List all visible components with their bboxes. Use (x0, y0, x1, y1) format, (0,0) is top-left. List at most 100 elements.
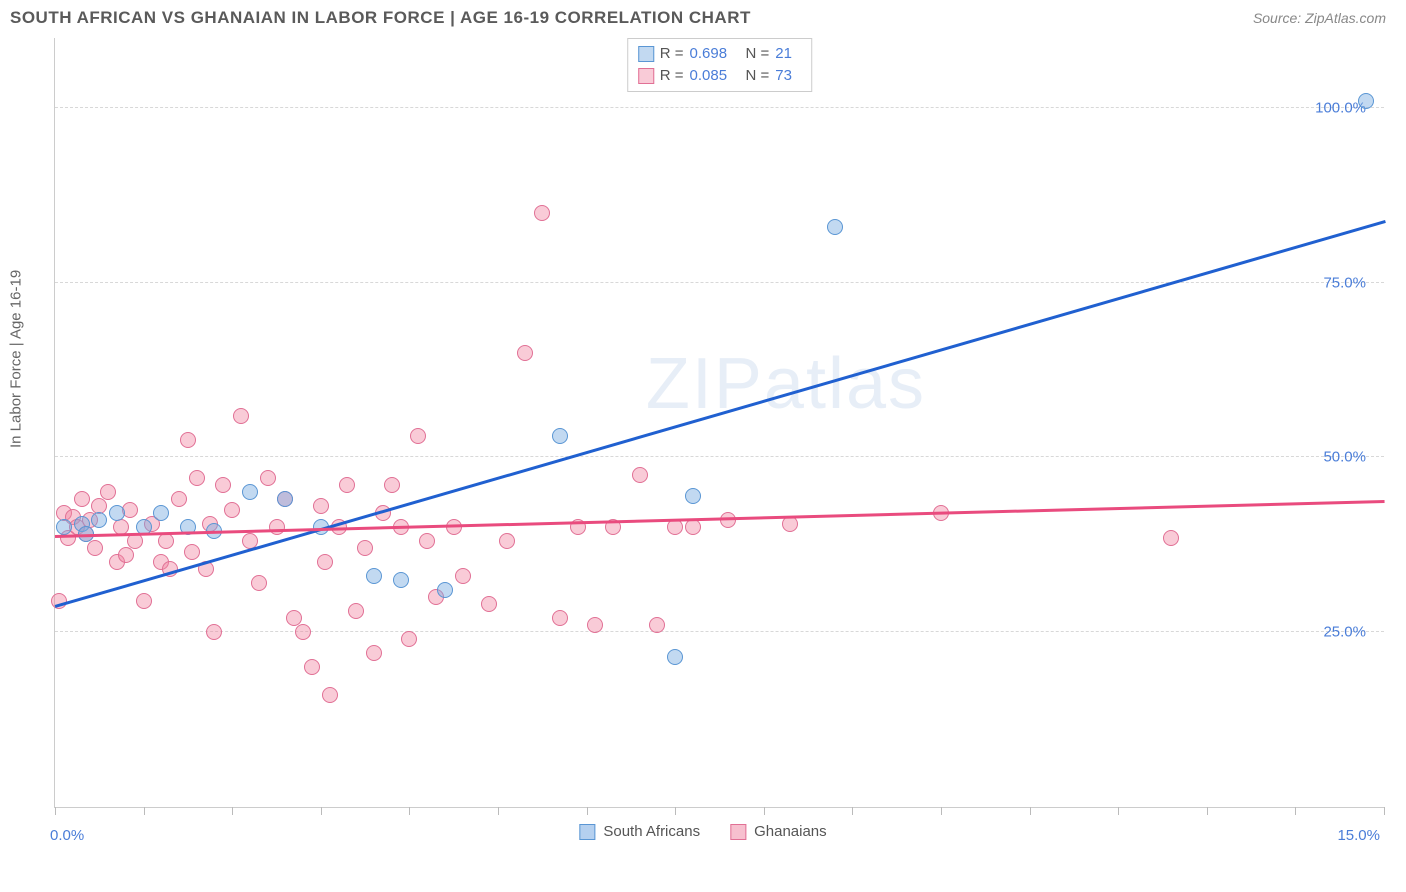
x-tick (1030, 807, 1031, 815)
source-attribution: Source: ZipAtlas.com (1253, 10, 1386, 26)
legend-label: Ghanaians (754, 823, 827, 840)
data-point (339, 477, 355, 493)
data-point (455, 568, 471, 584)
chart-container: In Labor Force | Age 16-19 ZIPatlas R = 0… (10, 38, 1396, 858)
data-point (685, 488, 701, 504)
data-point (233, 408, 249, 424)
x-tick (1118, 807, 1119, 815)
data-point (295, 624, 311, 640)
data-point (481, 596, 497, 612)
data-point (269, 519, 285, 535)
data-point (206, 624, 222, 640)
x-tick (675, 807, 676, 815)
data-point (649, 617, 665, 633)
legend-swatch (638, 68, 654, 84)
data-point (827, 219, 843, 235)
legend-n-value: 21 (775, 43, 801, 65)
data-point (685, 519, 701, 535)
data-point (100, 484, 116, 500)
data-point (171, 491, 187, 507)
x-tick (764, 807, 765, 815)
x-tick (852, 807, 853, 815)
data-point (632, 467, 648, 483)
data-point (109, 505, 125, 521)
x-tick (1207, 807, 1208, 815)
data-point (534, 205, 550, 221)
data-point (366, 568, 382, 584)
data-point (153, 505, 169, 521)
data-point (517, 345, 533, 361)
data-point (158, 533, 174, 549)
data-point (180, 432, 196, 448)
data-point (118, 547, 134, 563)
data-point (304, 659, 320, 675)
data-point (242, 484, 258, 500)
header-bar: SOUTH AFRICAN VS GHANAIAN IN LABOR FORCE… (0, 0, 1406, 38)
legend-r-label: R = (660, 65, 684, 87)
legend-n-value: 73 (775, 65, 801, 87)
legend-swatch (638, 46, 654, 62)
data-point (56, 519, 72, 535)
legend-item: Ghanaians (730, 823, 827, 840)
data-point (313, 498, 329, 514)
data-point (437, 582, 453, 598)
legend-row: R = 0.085 N =73 (638, 65, 802, 87)
data-point (393, 572, 409, 588)
watermark: ZIPatlas (646, 343, 926, 425)
data-point (1358, 93, 1374, 109)
legend-label: South Africans (603, 823, 700, 840)
gridline (55, 282, 1384, 283)
data-point (260, 470, 276, 486)
legend-r-label: R = (660, 43, 684, 65)
plot-area: ZIPatlas R =0.698N =21R =0.085N =73 25.0… (54, 38, 1384, 808)
x-tick (1295, 807, 1296, 815)
x-tick (409, 807, 410, 815)
legend-item: South Africans (579, 823, 700, 840)
data-point (136, 593, 152, 609)
data-point (357, 540, 373, 556)
data-point (720, 512, 736, 528)
data-point (446, 519, 462, 535)
data-point (384, 477, 400, 493)
legend-r-value: 0.085 (690, 65, 740, 87)
trend-line (55, 220, 1386, 607)
y-tick-label: 75.0% (1323, 274, 1366, 291)
legend-swatch (579, 824, 595, 840)
data-point (587, 617, 603, 633)
data-point (667, 649, 683, 665)
legend-row: R = 0.698 N =21 (638, 43, 802, 65)
data-point (667, 519, 683, 535)
legend-swatch (730, 824, 746, 840)
x-tick (1384, 807, 1385, 815)
legend-n-label: N = (746, 65, 770, 87)
data-point (251, 575, 267, 591)
gridline (55, 631, 1384, 632)
data-point (552, 610, 568, 626)
y-axis-label: In Labor Force | Age 16-19 (8, 270, 25, 448)
data-point (1163, 530, 1179, 546)
data-point (224, 502, 240, 518)
data-point (322, 687, 338, 703)
data-point (277, 491, 293, 507)
legend-n-label: N = (746, 43, 770, 65)
y-tick-label: 50.0% (1323, 449, 1366, 466)
x-axis-min-label: 0.0% (50, 827, 84, 844)
x-tick (321, 807, 322, 815)
x-tick (587, 807, 588, 815)
correlation-legend: R = 0.698 N =21 R = 0.085 N =73 (627, 38, 813, 92)
data-point (215, 477, 231, 493)
trend-line (55, 500, 1385, 537)
data-point (317, 554, 333, 570)
x-tick (144, 807, 145, 815)
data-point (552, 428, 568, 444)
gridline (55, 107, 1384, 108)
data-point (184, 544, 200, 560)
legend-r-value: 0.698 (690, 43, 740, 65)
data-point (499, 533, 515, 549)
data-point (410, 428, 426, 444)
data-point (348, 603, 364, 619)
series-legend: South Africans Ghanaians (579, 823, 826, 840)
data-point (189, 470, 205, 486)
x-tick (232, 807, 233, 815)
gridline (55, 456, 1384, 457)
